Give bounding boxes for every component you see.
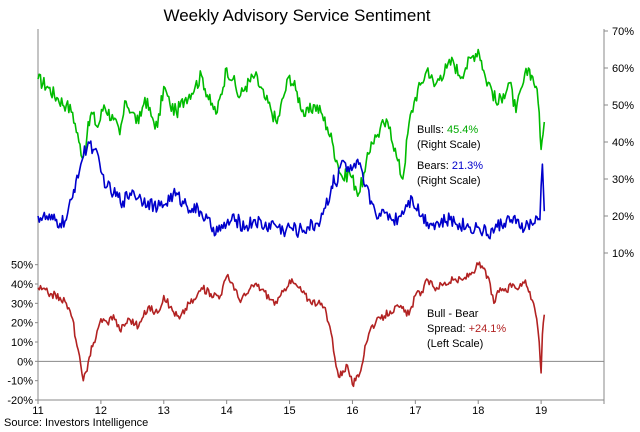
bulls-value: 45.4%: [447, 124, 478, 136]
x-tick-label: 11: [32, 405, 43, 417]
svg-text:Spread: +24.1%: Spread: +24.1%: [427, 323, 506, 335]
left-tick-label: 0%: [17, 356, 33, 368]
bulls-line: [37, 48, 546, 197]
series-lines: [37, 48, 546, 388]
spread-value: +24.1%: [469, 323, 507, 335]
right-axis-ticks: 10% 20% 30% 40% 50% 60% 70%: [604, 26, 634, 260]
source-note: Source: Investors Intelligence: [4, 417, 148, 429]
spread-label2: Spread:: [427, 323, 469, 335]
right-tick-label: 20%: [612, 211, 634, 223]
svg-text:Bears: 21.3%: Bears: 21.3%: [417, 160, 483, 172]
plot-frame: [37, 29, 605, 401]
right-tick-label: 60%: [612, 63, 634, 75]
right-tick-label: 70%: [612, 26, 634, 38]
x-tick-label: 18: [472, 405, 484, 417]
x-tick-label: 14: [221, 405, 233, 417]
right-tick-label: 30%: [612, 174, 634, 186]
x-axis-ticks: 11 12 13 14 15 16 17 18 19: [32, 400, 605, 417]
bears-label: Bears:: [417, 160, 452, 172]
bulls-label: Bulls:: [417, 124, 447, 136]
left-tick-label: 10%: [11, 337, 33, 349]
x-tick-label: 19: [535, 405, 547, 417]
bulls-scale: (Right Scale): [417, 139, 481, 151]
left-tick-label: -20%: [7, 395, 33, 407]
left-tick-label: 20%: [11, 318, 33, 330]
left-axis-ticks: -20% -10% 0% 10% 20% 30% 40% 50%: [7, 260, 38, 407]
chart-title: Weekly Advisory Service Sentiment: [163, 6, 430, 25]
bears-line: [37, 140, 546, 240]
left-tick-label: 40%: [11, 279, 33, 291]
bears-scale: (Right Scale): [417, 175, 481, 187]
bulls-annotation: Bulls: 45.4% (Right Scale): [417, 124, 481, 151]
x-tick-label: 16: [346, 405, 358, 417]
bears-annotation: Bears: 21.3% (Right Scale): [417, 160, 483, 187]
left-tick-label: 30%: [11, 298, 33, 310]
bears-value: 21.3%: [452, 160, 483, 172]
spread-annotation: Bull - Bear Spread: +24.1% (Left Scale): [427, 308, 506, 350]
right-tick-label: 50%: [612, 100, 634, 112]
right-tick-label: 10%: [612, 248, 634, 260]
right-tick-label: 40%: [612, 137, 634, 149]
x-tick-label: 12: [95, 405, 107, 417]
spread-line: [37, 261, 546, 388]
left-tick-label: 50%: [11, 260, 33, 272]
x-tick-label: 13: [158, 405, 170, 417]
left-tick-label: -10%: [7, 376, 33, 388]
x-tick-label: 17: [409, 405, 421, 417]
spread-scale: (Left Scale): [427, 338, 483, 350]
x-tick-label: 15: [283, 405, 295, 417]
spread-label: Bull - Bear: [427, 308, 479, 320]
svg-text:Bulls: 45.4%: Bulls: 45.4%: [417, 124, 478, 136]
